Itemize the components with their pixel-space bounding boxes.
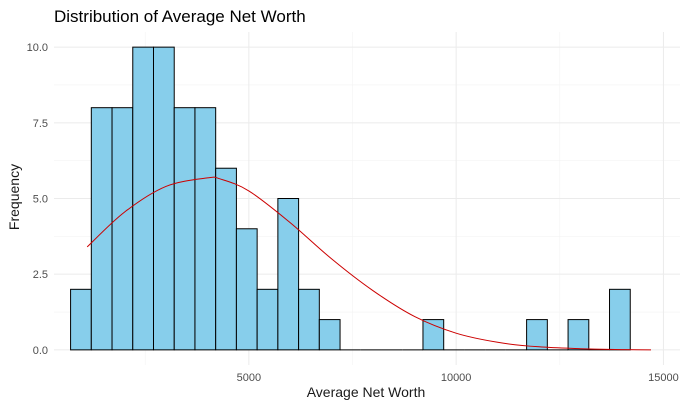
histogram-bar (567, 319, 590, 351)
histogram-bar (173, 107, 196, 351)
density-curve (86, 176, 652, 351)
histogram-bar (235, 228, 258, 351)
y-tick-labels: 0.0 2.5 5.0 7.5 10.0 (27, 42, 48, 357)
x-tick-label: 10000 (441, 372, 472, 384)
histogram-bar (215, 167, 237, 351)
y-tick-label: 0.0 (33, 345, 48, 357)
x-axis-label: Average Net Worth (307, 384, 426, 400)
y-tick-label: 5.0 (33, 194, 48, 206)
histogram-bar (526, 319, 548, 351)
y-tick-label: 10.0 (27, 42, 48, 54)
x-tick-label: 15000 (648, 372, 679, 384)
x-tick-label: 5000 (237, 372, 261, 384)
histogram-bar (194, 107, 217, 351)
histogram-bar (422, 319, 445, 351)
y-axis-label: Frequency (6, 164, 22, 230)
chart-title: Distribution of Average Net Worth (54, 7, 306, 26)
histogram-bar (609, 288, 631, 351)
histogram-bar (256, 288, 279, 351)
histogram-bar (70, 288, 92, 351)
histogram-bar (318, 319, 341, 351)
histogram-bar (90, 107, 113, 351)
histogram-bar (152, 46, 175, 351)
histogram-bar (298, 288, 320, 351)
histogram-bars (70, 46, 631, 351)
histogram-bar (111, 107, 134, 351)
y-tick-label: 7.5 (33, 118, 48, 130)
y-tick-label: 2.5 (33, 269, 48, 281)
histogram-bar (277, 198, 300, 351)
x-tick-labels: 5000 10000 15000 (237, 372, 679, 384)
